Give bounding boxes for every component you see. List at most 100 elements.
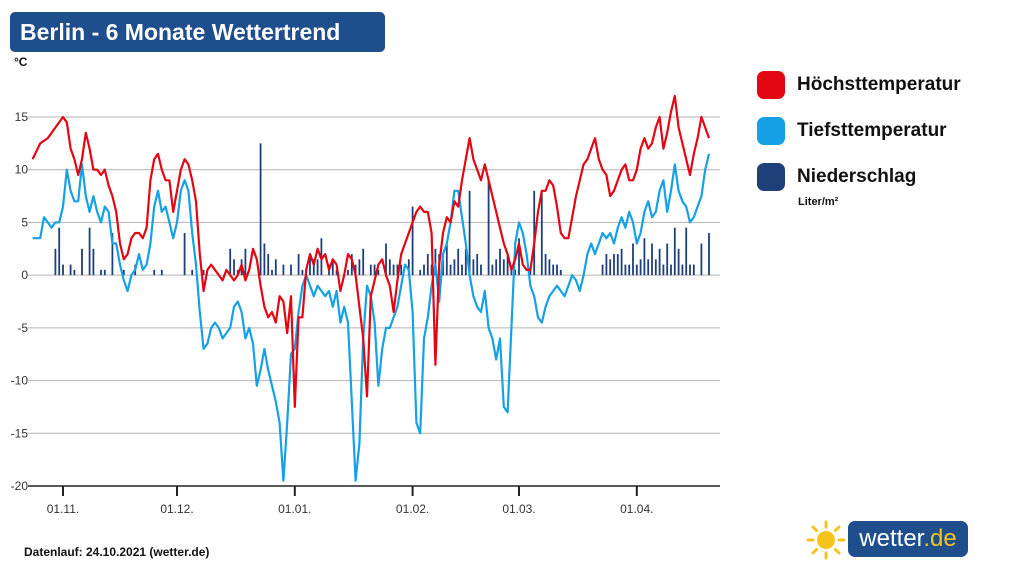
precip-bar bbox=[654, 259, 657, 276]
precip-bar bbox=[92, 248, 95, 276]
precip-bar bbox=[400, 264, 403, 276]
precip-bar bbox=[510, 269, 513, 276]
precip-bar bbox=[103, 269, 106, 276]
precip-bar bbox=[271, 269, 273, 276]
precip-bar bbox=[183, 232, 186, 276]
precip-bar bbox=[506, 254, 509, 276]
legend-item-max: Höchsttemperatur bbox=[757, 70, 961, 100]
precip-bar bbox=[369, 264, 372, 276]
precip-bar bbox=[670, 264, 672, 276]
y-tick-label: -10 bbox=[11, 374, 29, 388]
logo-wordmark: wetter.de bbox=[848, 521, 968, 557]
precip-bar bbox=[259, 143, 262, 276]
precip-bar bbox=[69, 264, 72, 276]
legend-label-precip: Niederschlag bbox=[797, 166, 917, 187]
precip-bar bbox=[229, 248, 232, 276]
precip-bar bbox=[373, 264, 376, 276]
precip-bar bbox=[111, 232, 114, 276]
legend-item-min: Tiefsttemperatur bbox=[757, 116, 947, 146]
precip-bar bbox=[244, 248, 247, 276]
precip-bar bbox=[73, 269, 76, 276]
precip-unit-label: Liter/m² bbox=[798, 196, 839, 208]
precip-bar bbox=[358, 259, 361, 276]
precip-bar bbox=[423, 264, 425, 276]
precip-bar bbox=[434, 248, 437, 276]
precip-bar bbox=[377, 269, 380, 276]
y-tick-label: 10 bbox=[15, 163, 29, 177]
precip-bar bbox=[309, 254, 311, 276]
y-tick-label: -20 bbox=[11, 479, 29, 493]
precip-bar bbox=[609, 259, 612, 276]
precip-bar bbox=[54, 248, 57, 276]
y-unit-label: °C bbox=[14, 55, 28, 69]
precip-bar bbox=[700, 243, 703, 276]
precip-bar bbox=[354, 264, 357, 276]
precip-bar bbox=[647, 259, 650, 276]
x-tick-label: 01.04. bbox=[620, 502, 653, 516]
precip-bar bbox=[100, 269, 102, 276]
precip-bar bbox=[692, 264, 695, 276]
precip-bar bbox=[392, 264, 395, 276]
legend-label-min: Tiefsttemperatur bbox=[797, 120, 947, 141]
precip-bar bbox=[347, 269, 349, 276]
x-tick-label: 01.01. bbox=[278, 502, 311, 516]
precip-bar bbox=[601, 264, 604, 276]
precip-bar bbox=[632, 243, 634, 276]
legend-item-precip: Niederschlag bbox=[757, 162, 916, 192]
precip-bar bbox=[419, 269, 422, 276]
precip-bar bbox=[350, 254, 353, 276]
precip-bar bbox=[487, 180, 490, 276]
precip-bar bbox=[613, 254, 615, 276]
y-tick-label: -15 bbox=[11, 426, 29, 440]
precip-bar bbox=[685, 227, 688, 276]
precip-bar bbox=[449, 264, 452, 276]
wetter-logo: wetter.de bbox=[806, 520, 968, 560]
precipitation-bars bbox=[54, 143, 710, 276]
precip-bar bbox=[616, 254, 619, 276]
precip-bar bbox=[426, 254, 429, 276]
precip-bar bbox=[274, 259, 277, 276]
precip-bar bbox=[495, 259, 498, 276]
precip-bar bbox=[643, 238, 646, 276]
precip-bar bbox=[453, 259, 456, 276]
x-axis-ticks: 01.11. 01.12. 01.01. 01.02. 01.03. 01.04. bbox=[47, 486, 653, 516]
legend-swatch-max bbox=[757, 71, 785, 99]
precip-bar bbox=[662, 264, 665, 276]
precip-bar bbox=[282, 264, 285, 276]
x-tick-label: 01.03. bbox=[502, 502, 535, 516]
precip-bar bbox=[556, 264, 558, 276]
precip-bar bbox=[620, 248, 623, 276]
precip-bar bbox=[472, 259, 475, 276]
precip-bar bbox=[331, 259, 334, 276]
chart-title: Berlin - 6 Monate Wettertrend bbox=[10, 12, 385, 52]
precip-bar bbox=[552, 264, 555, 276]
precip-bar bbox=[263, 243, 266, 276]
precip-bar bbox=[491, 264, 494, 276]
x-tick-label: 01.11. bbox=[47, 502, 79, 516]
precip-bar bbox=[233, 259, 235, 276]
precip-bar bbox=[202, 269, 205, 276]
precip-bar bbox=[658, 248, 661, 276]
precip-bar bbox=[407, 259, 410, 276]
precip-bar bbox=[464, 248, 467, 276]
precip-bar bbox=[316, 259, 319, 276]
logo-name: wetter bbox=[859, 525, 924, 552]
precip-bar bbox=[301, 269, 304, 276]
precip-bar bbox=[502, 259, 505, 276]
y-tick-label: -5 bbox=[17, 321, 28, 335]
precip-bar bbox=[708, 232, 710, 276]
precip-bar bbox=[514, 269, 517, 276]
precip-bar bbox=[499, 248, 501, 276]
precip-bar bbox=[290, 264, 292, 276]
precip-bar bbox=[476, 254, 479, 276]
precip-bar bbox=[122, 269, 125, 276]
legend-swatch-precip bbox=[757, 163, 785, 191]
footer-data-run: Datenlauf: 24.10.2021 (wetter.de) bbox=[24, 545, 210, 559]
precip-bar bbox=[540, 190, 543, 276]
precip-bar bbox=[312, 259, 315, 276]
sun-icon bbox=[806, 520, 846, 560]
y-axis-ticks: -20 -15 -10 -5 0 5 10 15 bbox=[11, 110, 29, 493]
precip-bar bbox=[518, 238, 520, 276]
precip-bar bbox=[88, 227, 91, 276]
